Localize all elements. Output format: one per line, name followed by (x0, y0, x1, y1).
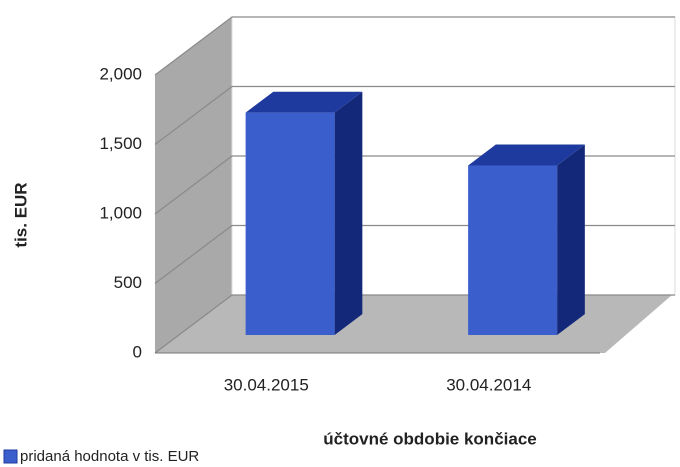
legend-label: pridaná hodnota v tis. EUR (20, 448, 199, 465)
bar-side (557, 144, 585, 336)
bar-side (334, 91, 363, 336)
grid-line (154, 16, 675, 76)
bar-top (245, 91, 363, 113)
y-tick-label: 2,000 (99, 64, 142, 83)
x-axis-title: účtovné obdobie končiace (323, 429, 537, 448)
legend-swatch (3, 449, 18, 464)
y-tick-label: 500 (114, 273, 142, 292)
y-axis-title: tis. EUR (11, 182, 30, 247)
x-tick-label: 30.04.2015 (224, 375, 309, 394)
bar-top (468, 144, 585, 166)
grid-line (154, 85, 675, 145)
bar (468, 165, 558, 336)
floor (155, 295, 672, 353)
y-tick-label: 1,500 (99, 134, 142, 153)
x-tick-label: 30.04.2014 (446, 375, 531, 394)
bar (245, 112, 335, 336)
y-tick-label: 0 (133, 342, 142, 361)
y-tick-label: 1,000 (99, 203, 142, 222)
